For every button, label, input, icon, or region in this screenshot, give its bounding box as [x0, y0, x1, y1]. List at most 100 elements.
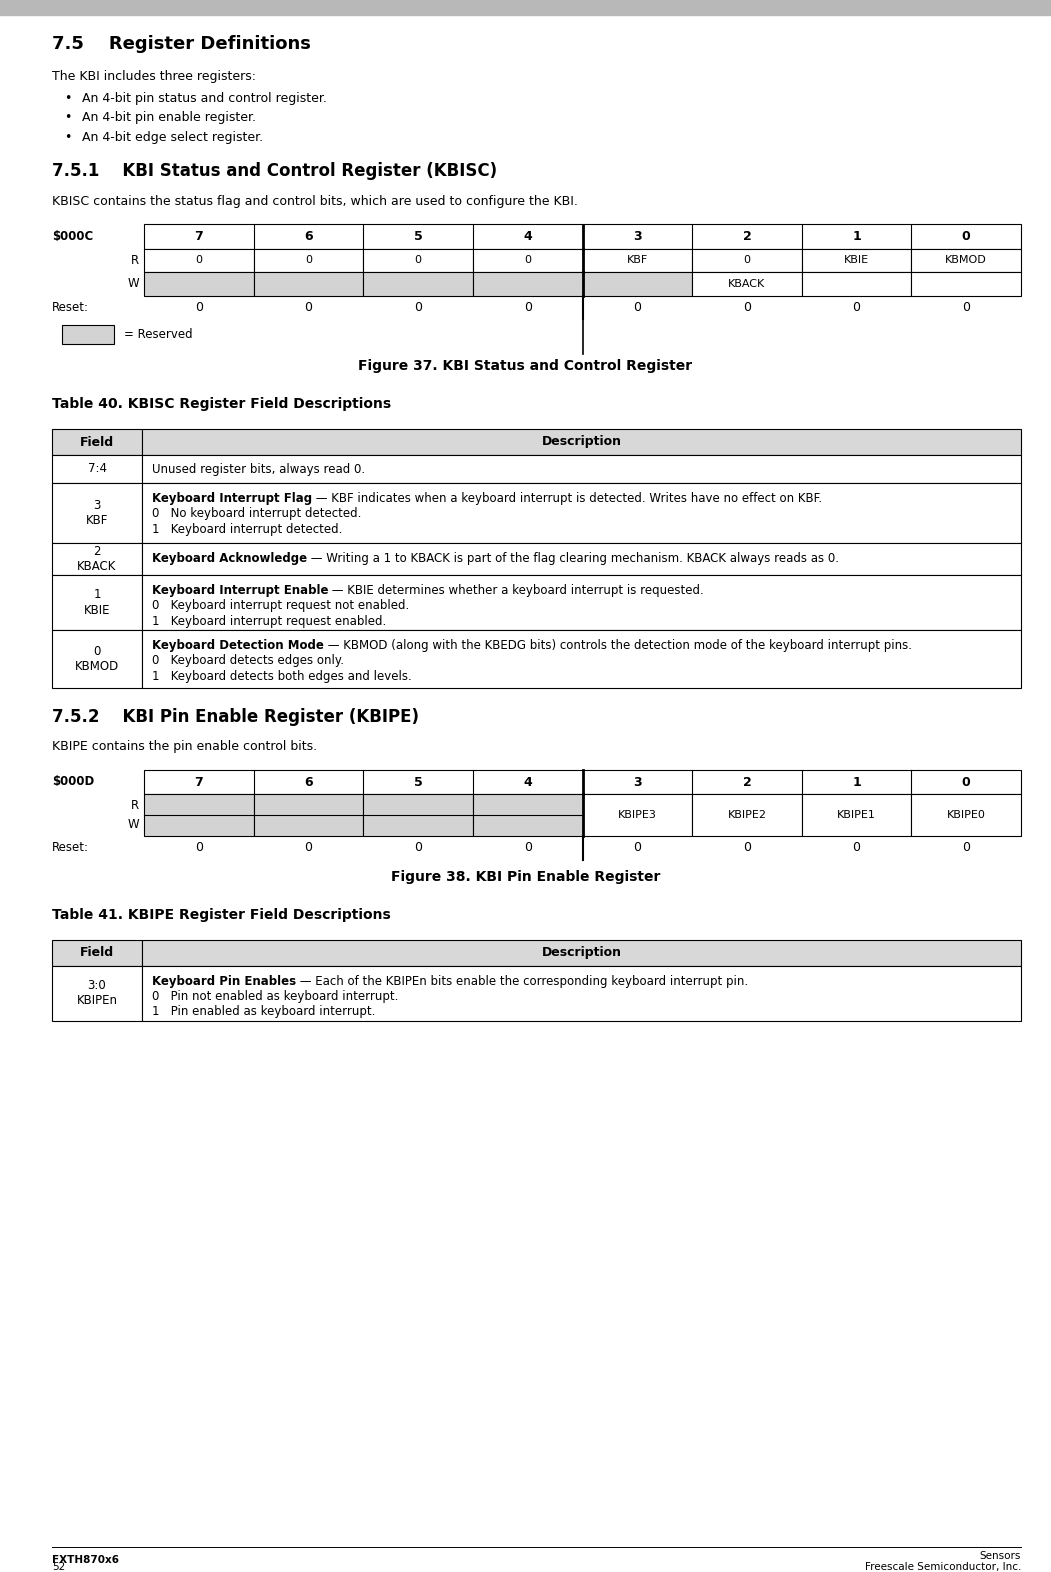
- Text: 1   Keyboard detects both edges and levels.: 1 Keyboard detects both edges and levels…: [152, 670, 412, 682]
- Text: Keyboard Interrupt Enable: Keyboard Interrupt Enable: [152, 585, 329, 597]
- Bar: [582, 272, 693, 296]
- Text: Description: Description: [541, 946, 621, 959]
- Bar: [142, 575, 1021, 630]
- Bar: [693, 794, 802, 836]
- Text: 0: 0: [852, 841, 861, 854]
- Text: 0: 0: [305, 300, 312, 314]
- Text: — Each of the KBIPEn bits enable the corresponding keyboard interrupt pin.: — Each of the KBIPEn bits enable the cor…: [296, 975, 748, 987]
- Bar: [51, 630, 142, 689]
- Text: The KBI includes three registers:: The KBI includes three registers:: [51, 71, 256, 83]
- Bar: [142, 940, 1021, 965]
- Text: — KBMOD (along with the KBEDG bits) controls the detection mode of the keyboard : — KBMOD (along with the KBEDG bits) cont…: [324, 638, 912, 652]
- Text: KBIPE1: KBIPE1: [838, 810, 875, 821]
- Text: 0: 0: [634, 841, 641, 854]
- Text: 5: 5: [414, 230, 423, 244]
- Bar: [802, 248, 911, 272]
- Text: $000C: $000C: [51, 230, 94, 244]
- Bar: [144, 225, 1021, 248]
- Text: 0: 0: [743, 300, 750, 314]
- Text: An 4-bit pin enable register.: An 4-bit pin enable register.: [82, 112, 256, 124]
- Text: 3: 3: [633, 775, 641, 789]
- Text: 0: 0: [524, 255, 531, 266]
- Text: 52: 52: [51, 1563, 65, 1572]
- Text: 7.5    Register Definitions: 7.5 Register Definitions: [51, 35, 311, 53]
- Text: 1   Pin enabled as keyboard interrupt.: 1 Pin enabled as keyboard interrupt.: [152, 1006, 375, 1019]
- Bar: [51, 454, 142, 483]
- Text: 1: 1: [852, 230, 861, 244]
- Text: 0: 0: [634, 300, 641, 314]
- Bar: [693, 272, 802, 296]
- Text: KBIPE contains the pin enable control bits.: KBIPE contains the pin enable control bi…: [51, 740, 317, 753]
- Text: 1: 1: [852, 775, 861, 789]
- Text: Keyboard Pin Enables: Keyboard Pin Enables: [152, 975, 296, 987]
- Text: 0: 0: [523, 841, 532, 854]
- Text: •: •: [64, 112, 71, 124]
- Text: Field: Field: [80, 435, 115, 448]
- Bar: [364, 248, 473, 272]
- Text: 0: 0: [305, 255, 312, 266]
- Text: Unused register bits, always read 0.: Unused register bits, always read 0.: [152, 462, 365, 475]
- Text: FXTH870x6: FXTH870x6: [51, 1555, 119, 1566]
- Bar: [142, 454, 1021, 483]
- Text: 3: 3: [633, 230, 641, 244]
- Bar: [62, 325, 114, 344]
- Text: 4: 4: [523, 775, 532, 789]
- Text: 2
KBACK: 2 KBACK: [78, 545, 117, 574]
- Bar: [51, 965, 142, 1020]
- Text: Figure 37. KBI Status and Control Register: Figure 37. KBI Status and Control Regist…: [358, 358, 693, 373]
- Bar: [142, 483, 1021, 542]
- Text: 0: 0: [194, 300, 203, 314]
- Text: Reset:: Reset:: [51, 841, 89, 854]
- Bar: [142, 965, 1021, 1020]
- Text: 0: 0: [962, 841, 970, 854]
- Text: 0   No keyboard interrupt detected.: 0 No keyboard interrupt detected.: [152, 508, 362, 520]
- Text: 0: 0: [523, 300, 532, 314]
- Text: Keyboard Detection Mode: Keyboard Detection Mode: [152, 638, 324, 652]
- Text: 4: 4: [523, 230, 532, 244]
- Text: = Reserved: = Reserved: [124, 329, 192, 341]
- Bar: [473, 248, 582, 272]
- Text: — Writing a 1 to KBACK is part of the flag clearing mechanism. KBACK always read: — Writing a 1 to KBACK is part of the fl…: [307, 552, 839, 564]
- Text: KBIPE0: KBIPE0: [947, 810, 986, 821]
- Text: 7.5.2    KBI Pin Enable Register (KBIPE): 7.5.2 KBI Pin Enable Register (KBIPE): [51, 707, 419, 726]
- Text: 0
KBMOD: 0 KBMOD: [75, 645, 119, 673]
- Text: R: R: [131, 799, 139, 813]
- Bar: [253, 272, 364, 296]
- Bar: [911, 248, 1021, 272]
- Bar: [911, 272, 1021, 296]
- Text: W: W: [127, 277, 139, 291]
- Text: 6: 6: [304, 230, 313, 244]
- Text: KBIPE3: KBIPE3: [618, 810, 657, 821]
- Bar: [802, 272, 911, 296]
- Bar: [144, 770, 1021, 794]
- Text: 1   Keyboard interrupt detected.: 1 Keyboard interrupt detected.: [152, 523, 343, 536]
- Text: 1
KBIE: 1 KBIE: [84, 588, 110, 616]
- Bar: [253, 794, 364, 836]
- Text: 0: 0: [962, 775, 970, 789]
- Bar: [51, 575, 142, 630]
- Bar: [51, 542, 142, 575]
- Text: KBIE: KBIE: [844, 255, 869, 266]
- Text: 6: 6: [304, 775, 313, 789]
- Bar: [142, 429, 1021, 454]
- Bar: [693, 248, 802, 272]
- Text: 5: 5: [414, 775, 423, 789]
- Text: 7.5.1    KBI Status and Control Register (KBISC): 7.5.1 KBI Status and Control Register (K…: [51, 162, 497, 181]
- Text: •: •: [64, 130, 71, 145]
- Text: Table 41. KBIPE Register Field Descriptions: Table 41. KBIPE Register Field Descripti…: [51, 907, 391, 921]
- Text: •: •: [64, 93, 71, 105]
- Text: 7:4: 7:4: [87, 462, 106, 475]
- Text: 0: 0: [414, 255, 421, 266]
- Text: 7: 7: [194, 775, 203, 789]
- Bar: [473, 794, 582, 836]
- Text: 0: 0: [743, 255, 750, 266]
- Bar: [911, 794, 1021, 836]
- Bar: [144, 794, 253, 836]
- Text: An 4-bit edge select register.: An 4-bit edge select register.: [82, 130, 263, 145]
- Bar: [142, 630, 1021, 689]
- Text: R: R: [131, 253, 139, 267]
- Text: KBACK: KBACK: [728, 278, 765, 289]
- Text: Sensors: Sensors: [980, 1552, 1021, 1561]
- Text: 0   Keyboard interrupt request not enabled.: 0 Keyboard interrupt request not enabled…: [152, 599, 409, 613]
- Bar: [144, 272, 253, 296]
